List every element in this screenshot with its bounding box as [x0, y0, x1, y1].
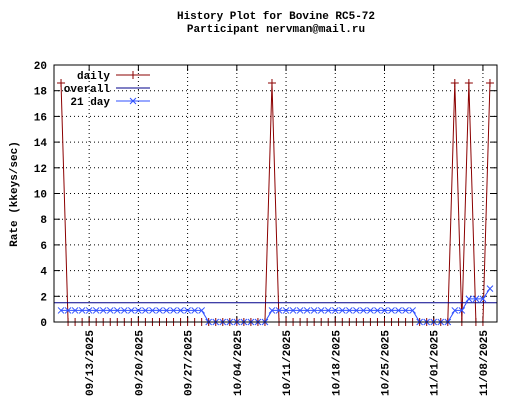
x-tick-label: 10/18/2025 — [331, 330, 343, 396]
data-point — [78, 307, 86, 314]
data-point — [402, 307, 409, 314]
data-point — [485, 78, 494, 87]
data-point — [367, 307, 374, 314]
data-point — [92, 307, 100, 314]
series-line — [60, 82, 491, 323]
y-tick-label: 20 — [34, 61, 47, 73]
data-point — [381, 307, 388, 314]
y-tick-label: 2 — [40, 292, 47, 304]
data-point — [106, 307, 114, 314]
x-tick-label: 09/27/2025 — [184, 330, 196, 396]
x-tick-label: 09/13/2025 — [85, 330, 97, 396]
data-point — [360, 307, 367, 314]
legend-label: overall — [64, 84, 111, 96]
data-point — [99, 307, 107, 314]
data-point — [451, 307, 459, 314]
y-tick-label: 16 — [34, 112, 47, 124]
data-point — [409, 307, 416, 314]
data-point — [353, 307, 360, 314]
data-point — [71, 307, 79, 314]
data-point — [142, 307, 149, 314]
data-point — [374, 307, 381, 314]
x-tick-label: 10/04/2025 — [233, 330, 245, 396]
data-point — [486, 285, 494, 292]
x-tick-label: 10/11/2025 — [282, 330, 294, 396]
y-tick-label: 0 — [40, 318, 47, 330]
y-axis-label: Rate (kkeys/sec) — [9, 141, 21, 247]
data-point — [388, 307, 395, 314]
data-point — [479, 295, 487, 303]
y-tick-label: 10 — [34, 190, 47, 202]
data-point — [296, 307, 304, 314]
y-tick-label: 18 — [34, 87, 48, 99]
chart-subtitle: Participant nervman@mail.ru — [187, 24, 365, 36]
data-point — [338, 307, 346, 314]
data-point — [120, 307, 128, 314]
data-point — [184, 307, 191, 314]
chart-title: History Plot for Bovine RC5-72 — [177, 11, 375, 23]
y-tick-label: 12 — [34, 164, 47, 176]
data-point — [465, 295, 473, 303]
data-point — [472, 295, 480, 303]
legend-label: 21 day — [70, 97, 110, 109]
data-point — [57, 307, 65, 314]
data-point — [163, 307, 170, 314]
plot-frame — [53, 64, 498, 323]
data-point — [177, 307, 184, 314]
data-point — [268, 307, 276, 314]
data-point — [127, 307, 135, 314]
data-point — [458, 307, 466, 314]
legend-marker — [129, 71, 137, 79]
data-point — [85, 307, 93, 314]
data-point — [345, 307, 353, 314]
y-tick-label: 14 — [34, 138, 48, 150]
data-point — [113, 307, 121, 314]
data-point — [149, 307, 156, 314]
y-tick-label: 6 — [40, 241, 47, 253]
data-point — [450, 78, 459, 87]
data-point — [135, 307, 142, 314]
y-tick-label: 4 — [40, 267, 47, 279]
data-point — [198, 307, 206, 314]
series-line — [61, 288, 491, 323]
data-point — [267, 78, 276, 87]
x-tick-label: 10/25/2025 — [380, 330, 392, 396]
x-tick-label: 09/20/2025 — [134, 330, 146, 396]
data-point — [317, 307, 325, 314]
x-tick-label: 11/08/2025 — [479, 330, 491, 396]
x-tick-label: 11/01/2025 — [430, 330, 442, 396]
data-point — [331, 307, 339, 314]
data-point — [303, 307, 311, 314]
data-point — [64, 307, 72, 314]
data-point — [156, 307, 163, 314]
data-point — [282, 307, 290, 314]
data-point — [191, 307, 198, 314]
y-tick-label: 8 — [40, 215, 47, 227]
legend-marker — [129, 97, 137, 105]
data-point — [289, 307, 297, 314]
data-point — [170, 307, 177, 314]
data-point — [57, 78, 66, 87]
legend-label: daily — [77, 71, 110, 83]
data-point — [275, 307, 283, 314]
data-point — [464, 78, 473, 87]
data-point — [395, 307, 402, 314]
data-point — [310, 307, 318, 314]
data-point — [324, 307, 332, 314]
